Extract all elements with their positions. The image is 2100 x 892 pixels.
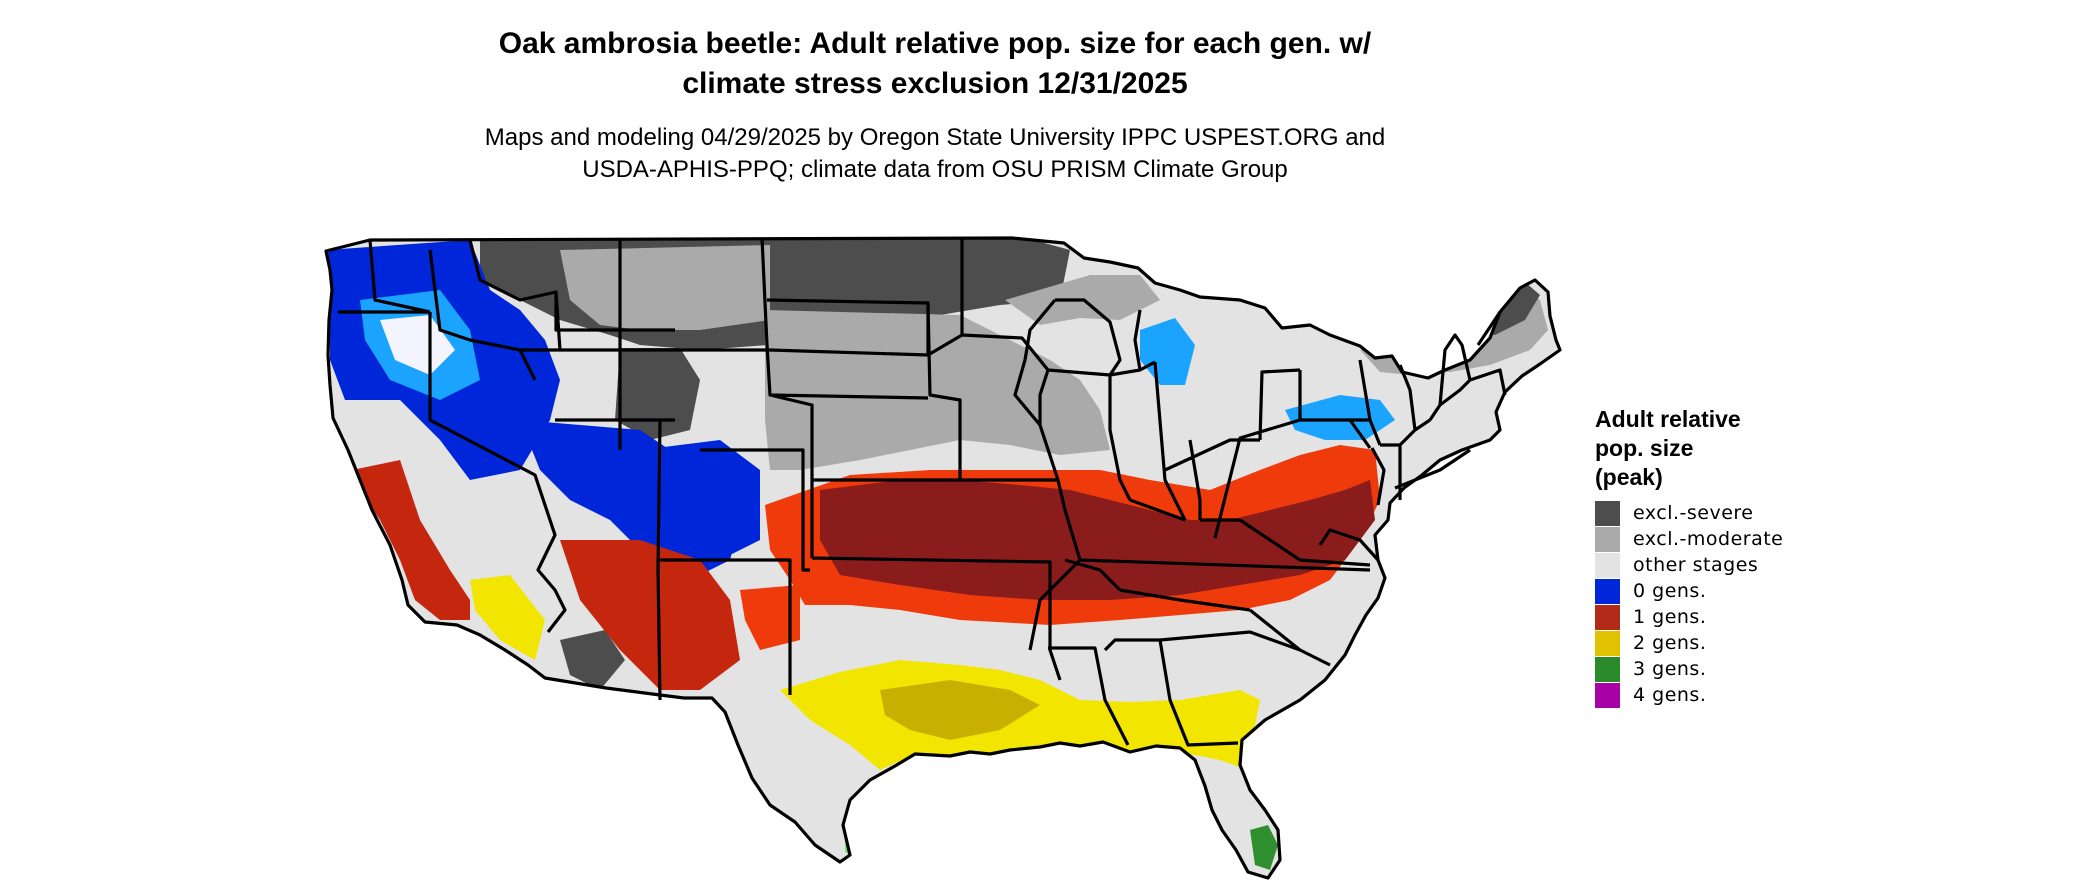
map-subtitle: Maps and modeling 04/29/2025 by Oregon S… (0, 122, 1870, 186)
map-subtitle-line-1: Maps and modeling 04/29/2025 by Oregon S… (484, 124, 1386, 151)
region-excl-severe-az (560, 630, 625, 690)
region-1-gens-tx-n (740, 585, 800, 650)
legend-swatch-other-stages (1595, 552, 1620, 578)
us-population-map (324, 236, 1562, 880)
map-subtitle-line-2: USDA-APHIS-PPQ; climate data from OSU PR… (582, 156, 1288, 183)
map-title: Oak ambrosia beetle: Adult relative pop.… (0, 24, 1870, 104)
map-title-line-1: Oak ambrosia beetle: Adult relative pop.… (498, 27, 1372, 60)
legend-item-excl-severe: excl.-severe (1595, 500, 1895, 526)
legend-title-line-2: pop. size (1595, 435, 1694, 461)
legend-label-2-gens: 2 gens. (1633, 632, 1707, 654)
legend-swatch-2-gens (1595, 630, 1620, 656)
legend-swatch-4-gens (1595, 682, 1620, 708)
region-1-gens-ks-mo (820, 480, 1375, 600)
region-0-gens-nw-snow (380, 315, 455, 375)
legend-title-line-3: (peak) (1595, 464, 1663, 490)
legend: Adult relative pop. size (peak) excl.-se… (1595, 405, 1895, 708)
region-0-gens-mi (1140, 318, 1195, 385)
region-1-gens-az-nm (560, 540, 740, 690)
region-excl-severe-mt (615, 348, 700, 440)
legend-swatch-3-gens (1595, 656, 1620, 682)
region-1-gens-ca (352, 460, 470, 620)
legend-swatch-excl-moderate (1595, 526, 1620, 552)
legend-label-other-stages: other stages (1633, 554, 1759, 576)
legend-item-4-gens: 4 gens. (1595, 682, 1895, 708)
legend-item-excl-moderate: excl.-moderate (1595, 526, 1895, 552)
legend-label-excl-severe: excl.-severe (1633, 502, 1754, 524)
legend-item-2-gens: 2 gens. (1595, 630, 1895, 656)
legend-item-1-gens: 1 gens. (1595, 604, 1895, 630)
boundary-lines (338, 237, 1507, 747)
legend-title-line-1: Adult relative (1595, 406, 1741, 432)
map-title-line-2: climate stress exclusion 12/31/2025 (682, 67, 1188, 100)
region-2-gens-az (470, 575, 545, 660)
region-excl-moderate-north (560, 245, 770, 330)
legend-item-0-gens: 0 gens. (1595, 578, 1895, 604)
region-2-gens-la-tx (880, 680, 1040, 740)
region-3-gens-fl (1250, 825, 1278, 870)
legend-label-0-gens: 0 gens. (1633, 580, 1707, 602)
legend-swatch-excl-severe (1595, 500, 1620, 526)
legend-label-3-gens: 3 gens. (1633, 658, 1707, 680)
state-boundaries (324, 236, 1562, 880)
region-excl-moderate-plains (765, 310, 1110, 470)
legend-item-3-gens: 3 gens. (1595, 656, 1895, 682)
legend-label-1-gens: 1 gens. (1633, 606, 1707, 628)
map-fill-layer (326, 238, 1560, 878)
legend-label-4-gens: 4 gens. (1633, 684, 1707, 706)
legend-swatch-1-gens (1595, 604, 1620, 630)
legend-title: Adult relative pop. size (peak) (1595, 405, 1895, 492)
legend-item-other-stages: other stages (1595, 552, 1895, 578)
legend-items: excl.-severe excl.-moderate other stages… (1595, 500, 1895, 708)
legend-label-excl-moderate: excl.-moderate (1633, 528, 1784, 550)
region-0-gens-co (640, 440, 760, 560)
legend-swatch-0-gens (1595, 578, 1620, 604)
